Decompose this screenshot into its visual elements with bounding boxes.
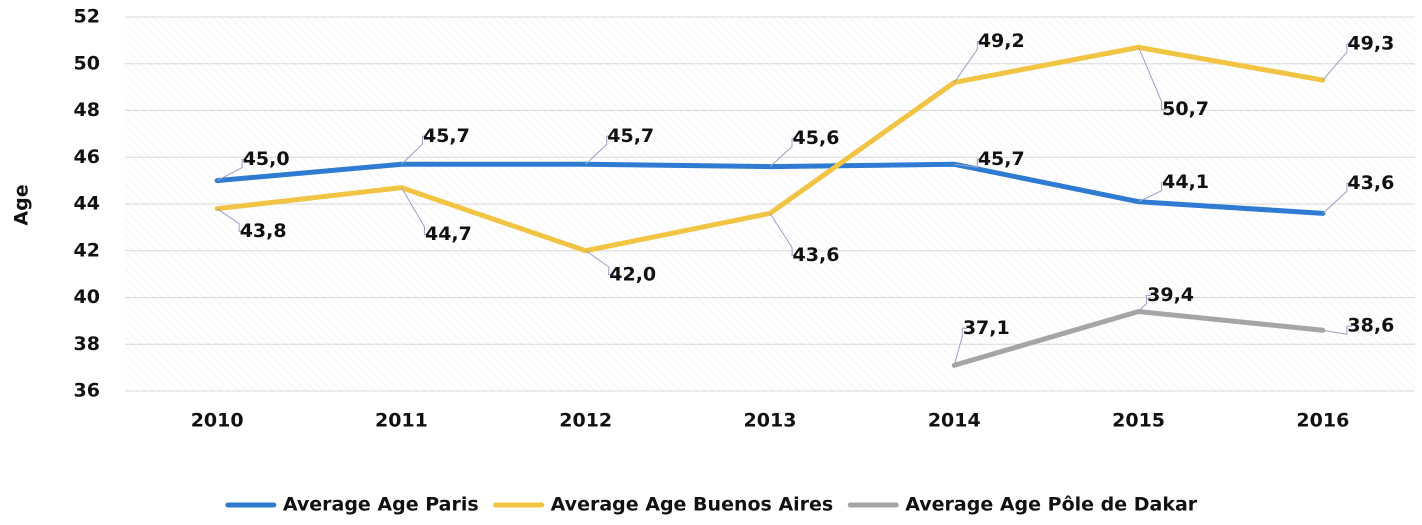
legend-label: Average Age Buenos Aires: [551, 494, 834, 516]
data-label: 39,4: [1147, 284, 1194, 306]
leader-line: [401, 135, 428, 165]
data-label: 43,6: [1347, 172, 1394, 194]
data-label: 43,8: [240, 220, 287, 242]
y-tick-label: 40: [74, 286, 100, 308]
y-tick-label: 44: [74, 193, 100, 215]
leader-line: [216, 159, 248, 182]
y-tick-label: 42: [74, 239, 100, 261]
y-tick-label: 36: [74, 380, 100, 402]
data-label: 45,6: [793, 127, 840, 149]
x-tick-label: 2011: [375, 410, 428, 432]
x-tick-label: 2014: [928, 410, 981, 432]
leader-line: [769, 213, 797, 256]
leader-line: [400, 187, 430, 236]
data-label: 45,7: [978, 148, 1025, 170]
leader-line: [769, 138, 797, 167]
data-label: 49,3: [1347, 33, 1394, 55]
y-tick-label: 46: [74, 146, 100, 168]
y-tick-label: 48: [74, 99, 100, 121]
x-tick-label: 2010: [191, 410, 244, 432]
data-label: 45,0: [243, 148, 290, 170]
data-label: 44,7: [425, 223, 472, 245]
leader-line: [953, 40, 983, 83]
legend-label: Average Age Pôle de Dakar: [905, 494, 1198, 516]
data-label: 43,6: [793, 244, 840, 266]
y-tick-label: 52: [74, 6, 100, 28]
leader-line: [1138, 182, 1167, 203]
legend-label: Average Age Paris: [283, 494, 479, 516]
x-tick-label: 2013: [744, 410, 797, 432]
leader-line: [1138, 295, 1152, 312]
leader-line: [216, 208, 245, 233]
x-tick-label: 2015: [1112, 410, 1165, 432]
leader-line: [954, 158, 983, 168]
leader-line: [1138, 47, 1167, 110]
leader-line: [1322, 43, 1352, 81]
data-label: 42,0: [609, 263, 656, 285]
data-label: 45,7: [423, 125, 470, 147]
leader-line: [1322, 182, 1352, 214]
series-line: [951, 309, 1326, 368]
y-tick-label: 38: [74, 333, 100, 355]
data-label: 38,6: [1347, 315, 1394, 337]
leader-line: [585, 250, 614, 276]
leader-line: [1322, 325, 1352, 335]
leader-line: [585, 135, 612, 165]
y-axis-label: Age: [11, 184, 33, 225]
data-label: 44,1: [1162, 171, 1209, 193]
x-tick-label: 2016: [1296, 410, 1349, 432]
data-label: 37,1: [963, 317, 1010, 339]
y-tick-label: 50: [74, 52, 100, 74]
data-label: 45,7: [607, 125, 654, 147]
x-tick-label: 2012: [559, 410, 612, 432]
data-label: 50,7: [1162, 98, 1209, 120]
data-label: 49,2: [978, 30, 1025, 52]
leader-line: [953, 327, 968, 366]
